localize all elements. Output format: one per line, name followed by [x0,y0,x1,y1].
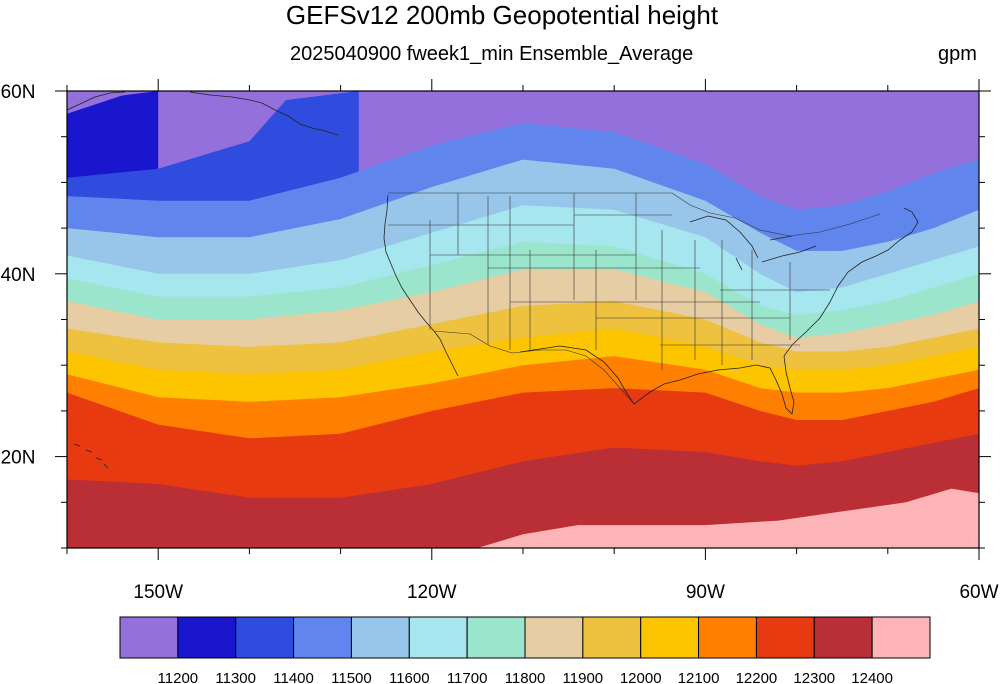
coastline-gulf [519,345,795,415]
contour-fill-12300 [67,433,979,548]
colorbar-label: 11400 [273,670,314,684]
coastline-us-east [783,207,919,357]
coastline-baja [439,338,459,377]
colorbar-label: 12100 [678,670,720,684]
great-lakes [689,215,817,271]
colorbar-box [755,616,815,659]
y-tick-label: 20N [1,448,36,469]
colorbar-label: 11300 [215,670,256,684]
y-tick-label: 60N [1,82,36,103]
colorbar-label: 12400 [851,670,893,684]
coastline-us-west [383,194,441,340]
colorbar-box [408,616,468,659]
chart-title: GEFSv12 200mb Geopotential height [285,0,719,30]
colorbar-label: 11700 [447,670,488,684]
colorbar-box [640,616,700,659]
state-borders [388,192,881,405]
contour-fill-12400 [477,488,979,548]
x-tick-label: 150W [133,582,183,603]
colorbar-box [293,616,352,659]
x-tick-label: 120W [407,582,457,603]
contour-fills [67,91,979,548]
x-tick-label: 90W [686,582,725,603]
colorbar-label: 12000 [620,670,662,684]
colorbar-box [466,616,526,659]
coastline-alaska [67,91,339,136]
colorbar-box [119,616,179,659]
colorbar-box [235,616,295,659]
colorbar-box [813,616,873,659]
y-tick-label: 40N [1,265,36,286]
colorbar-label: 11600 [389,670,430,684]
coastlines [67,91,919,469]
colorbar-box [582,616,642,659]
axes: 150W 120W 90W 60W 20N 40N 60N [1,79,999,603]
colorbar-label: 12200 [736,670,778,684]
colorbar-label: 11800 [505,670,546,684]
chart-subtitle: 2025040900 fweek1_min Ensemble_Average [290,43,694,65]
colorbar-box [698,616,757,659]
coastline-hawaii [73,443,109,469]
colorbar-box [177,616,237,659]
colorbar-label: 11500 [331,670,372,684]
colorbar-box [871,616,931,659]
units-label: gpm [938,43,977,65]
colorbar-box [350,616,410,659]
colorbar-box [524,616,584,659]
colorbar-label: 11200 [158,670,199,684]
colorbar-label: 12300 [793,670,835,684]
colorbar-label: 11900 [563,670,604,684]
x-tick-label: 60W [959,582,998,603]
